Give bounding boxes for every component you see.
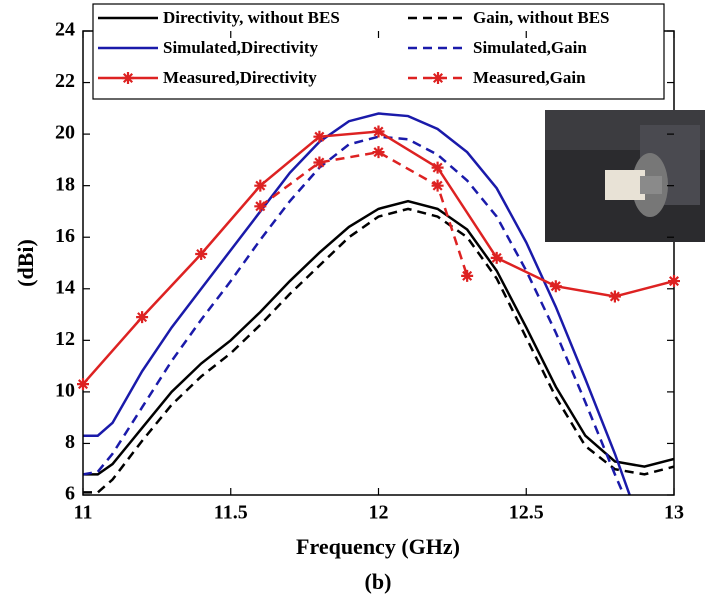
marker <box>608 290 621 303</box>
legend-label: Simulated,Directivity <box>163 38 319 57</box>
legend-label: Measured,Gain <box>473 68 586 87</box>
marker <box>549 280 562 293</box>
x-tick-label: 12.5 <box>509 502 544 524</box>
series-line <box>83 199 674 476</box>
marker <box>313 130 326 143</box>
y-tick-label: 16 <box>55 225 75 247</box>
legend-marker <box>122 72 134 84</box>
y-tick-label: 12 <box>55 328 75 350</box>
y-tick-label: 24 <box>55 19 75 41</box>
inset-photo <box>545 110 705 242</box>
marker <box>372 146 385 159</box>
marker <box>668 275 680 288</box>
y-tick-label: 14 <box>55 276 75 298</box>
marker <box>431 179 444 192</box>
y-tick-label: 8 <box>65 431 75 453</box>
marker <box>461 269 474 282</box>
legend-marker <box>432 72 444 84</box>
x-axis-label: Frequency (GHz) <box>296 534 460 559</box>
marker <box>372 125 385 138</box>
series-line <box>83 112 631 495</box>
series-line <box>83 207 674 494</box>
legend-label: Gain, without BES <box>473 8 610 27</box>
legend-label: Measured,Directivity <box>163 68 317 87</box>
marker <box>313 156 326 169</box>
marker <box>77 378 89 391</box>
series-line <box>83 135 625 495</box>
marker <box>195 247 208 260</box>
y-tick-label: 10 <box>55 379 75 401</box>
y-tick-label: 20 <box>55 122 75 144</box>
caption: (b) <box>365 569 392 594</box>
x-tick-label: 13 <box>664 502 684 524</box>
legend-label: Simulated,Gain <box>473 38 587 57</box>
y-tick-label: 6 <box>65 483 75 505</box>
series-line <box>259 150 469 277</box>
marker <box>431 161 444 174</box>
marker <box>254 179 267 192</box>
marker <box>490 251 503 264</box>
marker <box>136 311 149 324</box>
x-tick-label: 11 <box>74 502 93 524</box>
x-tick-label: 12 <box>369 502 389 524</box>
x-tick-label: 11.5 <box>214 502 248 524</box>
y-tick-label: 22 <box>55 70 75 92</box>
legend-label: Directivity, without BES <box>163 8 340 27</box>
legend-box <box>92 3 665 100</box>
y-tick-label: 18 <box>55 173 75 195</box>
y-axis-label: (dBi) <box>13 239 38 287</box>
marker <box>254 200 267 213</box>
